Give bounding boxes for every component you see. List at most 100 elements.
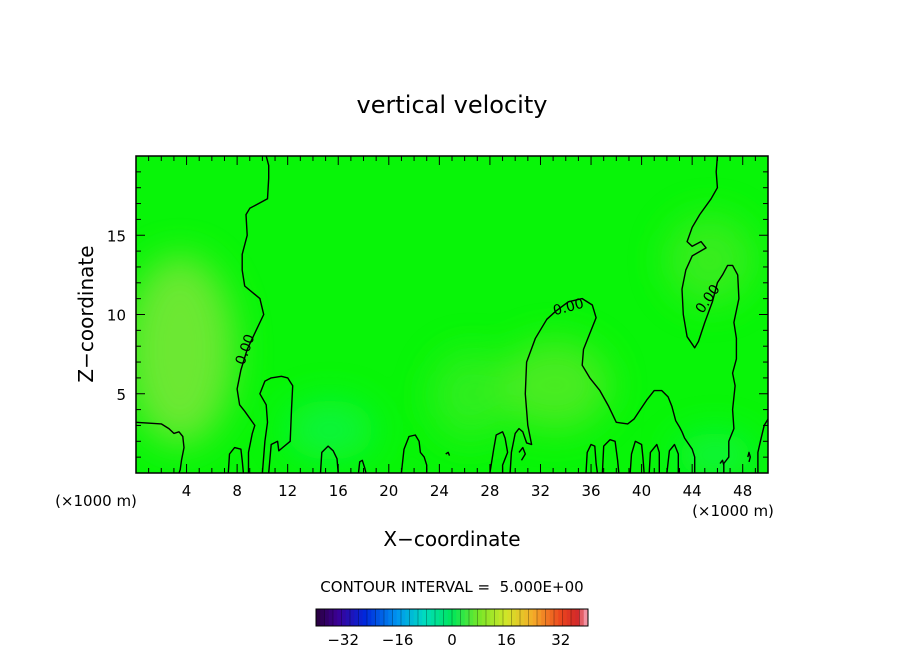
colorbar-cell	[435, 609, 440, 626]
colorbar-cell	[341, 609, 347, 626]
y-tick-label: 15	[107, 227, 126, 245]
colorbar-cell	[371, 609, 376, 626]
colorbar-cell	[579, 609, 585, 626]
positive-anomaly-far-right	[665, 215, 755, 305]
colorbar-cell	[392, 609, 398, 626]
colorbar-cell	[498, 609, 504, 626]
colorbar-cell	[324, 609, 330, 626]
colorbar-cell	[413, 609, 419, 626]
colorbar-cell	[396, 609, 402, 626]
colorbar-tick-labels: −32 −16 0 16 32	[327, 631, 570, 649]
zero-contour-line	[445, 451, 451, 456]
zero-contour-line	[357, 459, 367, 473]
colorbar-cell	[507, 609, 512, 626]
colorbar-cell	[418, 609, 423, 626]
x-tick-label: 24	[430, 482, 449, 500]
x-tick-label: 4	[182, 482, 192, 500]
zero-contour-line	[227, 446, 245, 473]
zero-contour-line	[400, 434, 428, 473]
colorbar-cell	[537, 609, 542, 626]
axis-ticks	[136, 156, 768, 473]
x-unit-right: (×1000 m)	[692, 502, 774, 520]
x-tick-label: 16	[329, 482, 348, 500]
zero-contour-line	[489, 431, 509, 473]
colorbar	[315, 608, 589, 627]
positive-anomaly-left	[136, 255, 235, 445]
x-tick-labels: 4 8 12 16 20 24 28 32 36 40 44 48	[182, 482, 752, 500]
colorbar-cell	[452, 609, 457, 626]
colorbar-cell	[350, 609, 355, 626]
x-tick-label: 20	[379, 482, 398, 500]
colorbar-cell	[562, 609, 568, 626]
colorbar-cell	[477, 609, 483, 626]
colorbar-frame	[315, 608, 589, 627]
colorbar-cell	[430, 609, 436, 626]
zero-contour-line	[757, 418, 768, 473]
colorbar-cell	[388, 609, 393, 626]
chart-title: vertical velocity	[357, 91, 548, 119]
x-tick-label: 36	[581, 482, 600, 500]
colorbar-cell	[494, 609, 500, 626]
colorbar-cell	[337, 609, 342, 626]
colorbar-cell	[422, 609, 427, 626]
colorbar-cell	[558, 609, 563, 626]
x-tick-label: 48	[733, 482, 752, 500]
colorbar-cell	[481, 609, 487, 626]
y-tick-labels: 5 10 15	[107, 227, 126, 404]
zero-contour-line	[648, 443, 660, 473]
x-tick-label: 40	[632, 482, 651, 500]
heatmap-field	[136, 156, 768, 473]
colorbar-cell	[379, 609, 385, 626]
zero-contour-line	[319, 445, 339, 473]
colorbar-cell	[520, 609, 525, 626]
colorbar-cell	[524, 609, 529, 626]
colorbar-cell	[345, 609, 351, 626]
colorbar-tick-label: −16	[382, 631, 414, 649]
colorbar-cell	[362, 609, 368, 626]
x-unit-left: (×1000 m)	[55, 492, 137, 510]
colorbar-cell	[333, 609, 338, 626]
colorbar-tick-label: 0	[447, 631, 457, 649]
colorbar-cell	[320, 609, 325, 626]
colorbar-cell	[545, 609, 551, 626]
colorbar-cell	[473, 609, 478, 626]
positive-anomaly-mid	[430, 350, 510, 440]
zero-contour-line	[666, 443, 679, 473]
colorbar-cell	[358, 609, 364, 626]
zero-contour-line	[136, 421, 185, 473]
colorbar-cell	[316, 609, 321, 626]
y-axis-label: Z−coordinate	[74, 245, 98, 382]
zero-contour-line	[747, 451, 751, 463]
x-axis-label: X−coordinate	[383, 527, 520, 551]
colorbar-cell	[405, 609, 410, 626]
zero-contour-line	[259, 375, 294, 473]
zero-contours	[136, 156, 768, 473]
zero-contour-line	[629, 440, 645, 473]
colorbar-cell	[528, 609, 534, 626]
colorbar-cell	[583, 609, 589, 626]
colorbar-tick-label: 16	[497, 631, 516, 649]
negative-anomaly-bottom	[285, 400, 375, 460]
x-tick-label: 28	[480, 482, 499, 500]
colorbar-tick-label: 32	[551, 631, 570, 649]
colorbar-cell	[409, 609, 415, 626]
zero-contour-line	[601, 439, 620, 473]
colorbar-cell	[384, 609, 389, 626]
positive-anomaly-right	[500, 340, 610, 430]
zero-contour-line	[236, 156, 270, 473]
colorbar-cell	[566, 609, 572, 626]
colorbar-cell	[443, 609, 449, 626]
colorbar-cell	[460, 609, 466, 626]
colorbar-cell	[354, 609, 359, 626]
colorbar-cell	[447, 609, 453, 626]
zero-contour-line	[518, 446, 526, 461]
colorbar-cell	[328, 609, 334, 626]
colorbar-cell	[375, 609, 381, 626]
zero-contour-line	[585, 443, 599, 473]
x-tick-label: 12	[278, 482, 297, 500]
colorbar-cell	[439, 609, 444, 626]
colorbar-cell	[486, 609, 491, 626]
x-tick-label: 44	[683, 482, 702, 500]
contour-label: 0.00	[551, 296, 585, 320]
